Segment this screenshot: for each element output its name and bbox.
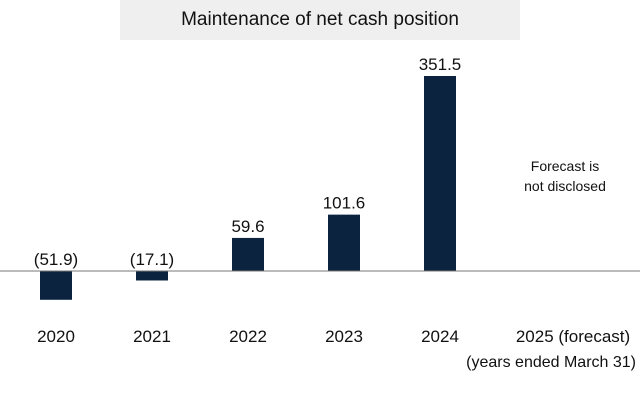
x-tick-label-2024: 2024 <box>421 327 459 346</box>
annotation-line-1: Forecast is <box>530 158 600 174</box>
forecast-annotation: Forecast is not disclosed <box>505 156 625 196</box>
value-label-2024: 351.5 <box>419 55 462 74</box>
x-tick-label-2025: 2025 (forecast) <box>516 327 630 346</box>
value-label-2021: (17.1) <box>130 250 174 269</box>
bar-2023 <box>328 214 360 271</box>
bar-2021 <box>136 271 168 281</box>
chart-title: Maintenance of net cash position <box>181 9 459 30</box>
x-tick-labels-layer: 2020 2021 2022 2023 2024 2025 (forecast) <box>37 327 630 346</box>
value-labels-layer: (51.9) (17.1) 59.6 101.6 351.5 <box>34 55 461 269</box>
annotation-line-2: not disclosed <box>524 178 606 194</box>
x-tick-label-2022: 2022 <box>229 327 267 346</box>
value-label-2023: 101.6 <box>323 194 366 213</box>
value-label-2022: 59.6 <box>231 217 264 236</box>
x-tick-label-2023: 2023 <box>325 327 363 346</box>
x-tick-label-2021: 2021 <box>133 327 171 346</box>
chart-title-box: Maintenance of net cash position <box>120 0 520 40</box>
bars-layer <box>40 76 456 300</box>
bar-2020 <box>40 271 72 300</box>
x-axis-label: (years ended March 31) <box>466 354 636 371</box>
x-tick-label-2020: 2020 <box>37 327 75 346</box>
bar-2024 <box>424 76 456 271</box>
value-label-2020: (51.9) <box>34 250 78 269</box>
bar-2022 <box>232 237 264 271</box>
